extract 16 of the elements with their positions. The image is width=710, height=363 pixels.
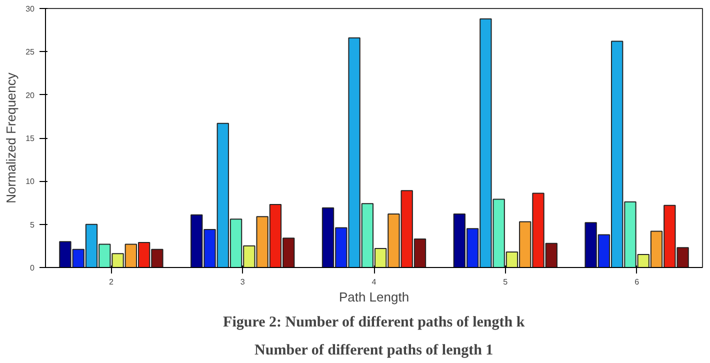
text: Number of different paths of length 1 [254, 342, 494, 358]
y-axis-title: Normalized Frequency [4, 72, 19, 204]
y-tick-label: 10 [26, 177, 36, 186]
y-tick-label: 25 [26, 48, 36, 57]
y-tick-label: 20 [26, 90, 36, 100]
caption: Figure 2: Number of different paths of length k [223, 314, 526, 330]
y-tick-label: 30 [26, 4, 36, 14]
x-tick-label: 2 [108, 278, 114, 286]
y-tick-label: 5 [30, 220, 36, 230]
x-tick-label: 4 [372, 278, 377, 286]
y-tick-label: 0 [30, 264, 36, 272]
y-tick-label: 15 [26, 134, 36, 143]
x-axis-title: Path Length [338, 290, 410, 304]
x-tick-label: 3 [240, 278, 246, 286]
x-tick-label: 6 [634, 278, 640, 286]
x-tick-label: 5 [503, 278, 508, 286]
